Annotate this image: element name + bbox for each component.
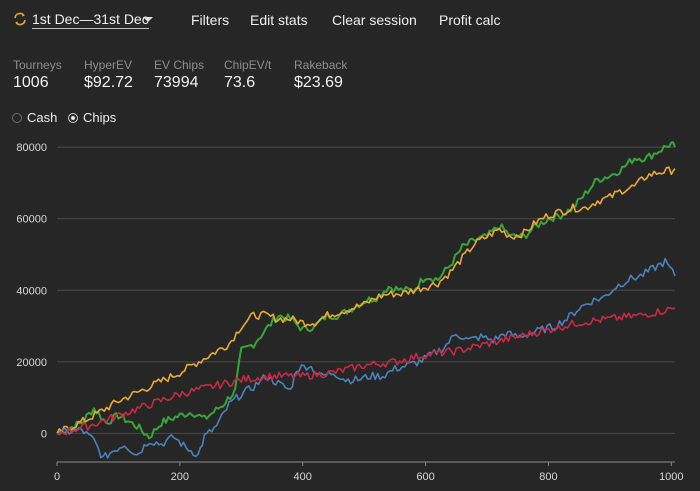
y-axis-ticks: 0 20000 40000 60000 80000 xyxy=(16,142,47,440)
cash-radio[interactable]: Cash xyxy=(12,110,57,125)
stat-tourneys: Tourneys 1006 xyxy=(13,58,62,93)
edit-stats-button[interactable]: Edit stats xyxy=(250,12,308,28)
stat-rakeback: Rakeback $23.69 xyxy=(294,58,347,93)
stat-chipev-t: ChipEV/t 73.6 xyxy=(224,58,271,93)
stat-value: 1006 xyxy=(13,74,49,91)
x-tick-label: 800 xyxy=(539,471,557,483)
profit-chart: 0 20000 40000 60000 80000 0 200 400 600 800 1000 xyxy=(16,141,684,483)
stats-bar: Tourneys 1006 HyperEV $92.72 EV Chips 73… xyxy=(0,58,700,98)
stat-hyperev: HyperEV $92.72 xyxy=(84,58,133,93)
series-line-2 xyxy=(56,166,676,434)
stat-value: 73994 xyxy=(154,74,199,91)
stat-value: $92.72 xyxy=(84,74,133,91)
y-tick-label: 80000 xyxy=(16,142,47,154)
cash-radio-label: Cash xyxy=(27,110,58,125)
clear-session-button[interactable]: Clear session xyxy=(332,12,417,28)
x-tick-label: 400 xyxy=(294,471,312,483)
refresh-icon[interactable] xyxy=(12,11,28,27)
stat-value: 73.6 xyxy=(224,74,256,91)
profit-calc-button[interactable]: Profit calc xyxy=(439,12,501,28)
filters-button[interactable]: Filters xyxy=(191,12,230,28)
stat-label: HyperEV xyxy=(84,58,133,72)
chips-radio[interactable]: Chips xyxy=(68,110,116,125)
y-tick-label: 0 xyxy=(41,428,47,440)
y-tick-label: 40000 xyxy=(16,285,47,297)
x-tick-label: 600 xyxy=(416,471,434,483)
stat-label: ChipEV/t xyxy=(224,58,272,72)
x-tick-label: 1000 xyxy=(659,471,683,483)
chips-radio-label: Chips xyxy=(83,110,117,125)
radio-unchecked-icon xyxy=(12,113,22,123)
x-tick-label: 0 xyxy=(54,471,60,483)
stat-label: Tourneys xyxy=(13,58,62,72)
y-tick-label: 20000 xyxy=(16,357,47,369)
stat-label: Rakeback xyxy=(294,58,348,72)
chevron-down-icon[interactable] xyxy=(143,17,153,22)
stat-value: $23.69 xyxy=(294,74,343,91)
y-tick-label: 60000 xyxy=(16,214,47,226)
date-range-selector[interactable]: 1st Dec—31st Dec xyxy=(32,11,149,29)
x-axis-ticks: 0 200 400 600 800 1000 xyxy=(54,462,684,483)
toolbar: 1st Dec—31st Dec Filters Edit stats Clea… xyxy=(0,0,700,42)
series-line-3 xyxy=(56,257,676,459)
chart-series xyxy=(56,141,676,459)
series-line-4 xyxy=(56,306,676,436)
x-tick-label: 200 xyxy=(171,471,189,483)
chart-grid xyxy=(57,146,675,463)
stat-label: EV Chips xyxy=(154,58,205,72)
stat-ev-chips: EV Chips 73994 xyxy=(154,58,204,93)
radio-checked-icon xyxy=(68,113,78,123)
